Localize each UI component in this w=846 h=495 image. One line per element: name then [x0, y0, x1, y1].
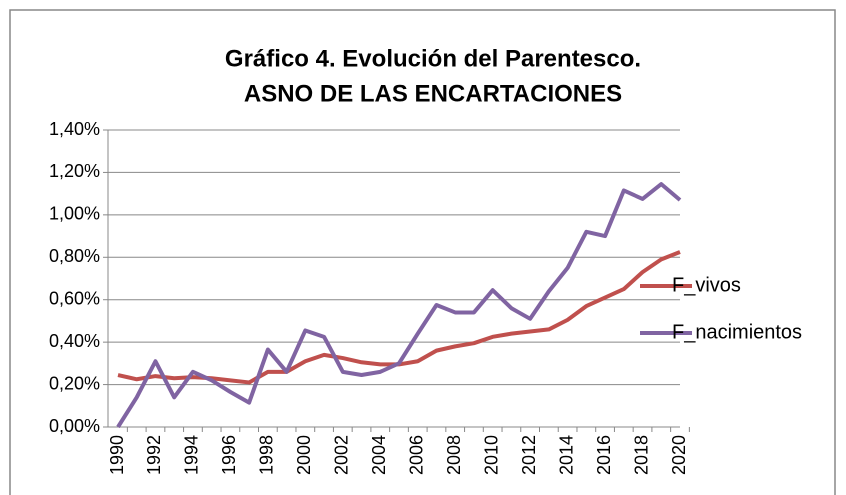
y-tick-label: 1,00% [49, 204, 100, 224]
y-tick-label: 0,80% [49, 246, 100, 266]
x-tick-label: 1998 [257, 435, 277, 475]
y-tick-label: 1,40% [49, 119, 100, 139]
x-tick-label: 2020 [669, 435, 689, 475]
y-tick-label: 0,60% [49, 288, 100, 308]
chart-frame [9, 9, 836, 495]
x-tick-label: 1994 [182, 435, 202, 475]
y-tick-label: 1,20% [49, 161, 100, 181]
x-tick-label: 2016 [594, 435, 614, 475]
x-tick-label: 2008 [444, 435, 464, 475]
chart-title: Gráfico 4. Evolución del Parentesco. [225, 45, 641, 72]
x-tick-label: 2000 [294, 435, 314, 475]
x-tick-label: 2006 [406, 435, 426, 475]
data-line [116, 182, 682, 429]
x-tick-label: 2010 [481, 435, 501, 475]
x-tick-label: 2004 [369, 435, 389, 475]
y-tick-label: 0,20% [49, 373, 100, 393]
x-tick-label: 2002 [332, 435, 352, 475]
y-tick-label: 0,00% [49, 416, 100, 436]
y-tick-label: 0,40% [49, 331, 100, 351]
x-tick-label: 2014 [556, 435, 576, 475]
legend-label: F_nacimientos [672, 321, 802, 343]
x-tick-label: 2012 [519, 435, 539, 475]
x-tick-label: 1996 [219, 435, 239, 475]
chart-title: ASNO DE LAS ENCARTACIONES [244, 80, 622, 107]
x-tick-label: 1990 [107, 435, 127, 475]
x-tick-label: 2018 [631, 435, 651, 475]
legend-label: F_vivos [672, 274, 741, 296]
x-tick-label: 1992 [144, 435, 164, 475]
